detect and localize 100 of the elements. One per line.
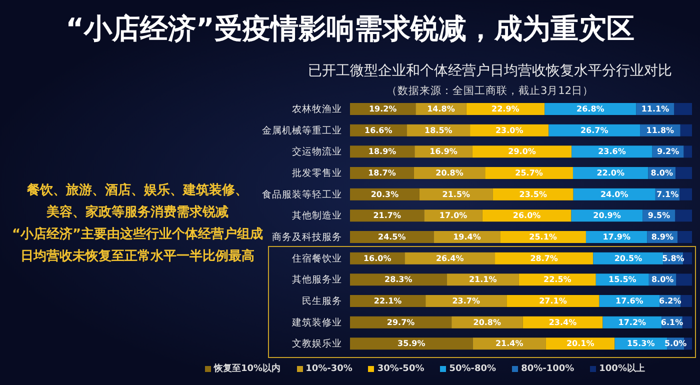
bar bbox=[485, 167, 573, 179]
data-label: 14.8% bbox=[427, 104, 455, 114]
data-label: 26.7% bbox=[580, 126, 608, 135]
legend-label: 50%-80% bbox=[448, 362, 496, 375]
data-label: 28.7% bbox=[530, 254, 558, 263]
bar bbox=[678, 231, 692, 243]
data-label: 21.1% bbox=[468, 275, 497, 284]
bar bbox=[676, 274, 692, 286]
y-tick-label: 其他服务业 bbox=[292, 274, 342, 286]
bar bbox=[446, 274, 519, 286]
data-label: 20.9% bbox=[593, 211, 621, 220]
data-label: 5.8% bbox=[662, 254, 684, 263]
data-label: 18.7% bbox=[368, 168, 396, 178]
y-tick-label: 食品服装等轻工业 bbox=[262, 188, 342, 200]
bar bbox=[350, 338, 473, 350]
bar bbox=[572, 146, 652, 158]
data-label: 9.2% bbox=[656, 147, 680, 156]
bar bbox=[472, 146, 572, 158]
data-label: 26.4% bbox=[436, 254, 464, 263]
bar bbox=[548, 124, 640, 136]
bar bbox=[350, 231, 434, 243]
data-label: 20.8% bbox=[473, 318, 502, 327]
data-label: 20.8% bbox=[436, 168, 464, 178]
data-label: 22.1% bbox=[374, 296, 402, 306]
y-tick-label: 民生服务 bbox=[302, 295, 342, 308]
y-tick-label: 住宿餐饮业 bbox=[292, 252, 342, 264]
bar bbox=[500, 231, 586, 243]
data-label: 26.8% bbox=[576, 104, 604, 114]
text: “小店经济”主要由这些行业个体经营户组成 bbox=[12, 227, 264, 242]
data-label: 23.6% bbox=[598, 147, 626, 156]
data-label: 23.5% bbox=[519, 190, 548, 199]
bar bbox=[680, 295, 692, 307]
bar bbox=[350, 295, 426, 307]
data-label: 23.7% bbox=[452, 296, 480, 306]
data-label: 27.1% bbox=[539, 296, 567, 306]
bar bbox=[495, 252, 594, 264]
data-label: 22.5% bbox=[544, 275, 572, 284]
legend-label: 10%-30% bbox=[304, 362, 352, 375]
data-label: 21.5% bbox=[442, 190, 470, 199]
data-label: 29.0% bbox=[508, 147, 536, 156]
bar bbox=[426, 295, 507, 307]
data-label: 19.2% bbox=[368, 104, 397, 114]
data-label: 17.6% bbox=[616, 296, 644, 306]
y-tick-label: 交运物流业 bbox=[292, 146, 342, 158]
y-tick-label: 商务及科技服务 bbox=[272, 231, 342, 244]
text: 日均营收未恢复至正常水平一半比例最高 bbox=[20, 248, 256, 266]
legend-label: 30%-50% bbox=[376, 362, 424, 375]
data-label: 11.1% bbox=[641, 104, 670, 114]
data-label: 5.0% bbox=[664, 339, 687, 348]
legend-label: 恢复至10%以内 bbox=[212, 362, 281, 375]
data-label: 15.5% bbox=[608, 275, 636, 284]
bar bbox=[683, 252, 692, 264]
y-tick-label: 批发零售业 bbox=[292, 167, 342, 180]
text: 餐饮、旅游、酒店、娱乐、建筑装修、 bbox=[27, 183, 248, 198]
data-label: 18.9% bbox=[368, 147, 396, 156]
data-label: 17.9% bbox=[602, 232, 630, 242]
bar bbox=[676, 167, 692, 179]
data-label: 8.9% bbox=[651, 232, 674, 242]
data-label: 17.2% bbox=[618, 318, 646, 327]
bar bbox=[680, 188, 692, 200]
data-label: 20.3% bbox=[370, 190, 399, 199]
data-label: 21.4% bbox=[495, 339, 524, 348]
bar bbox=[675, 210, 692, 222]
data-label: 7.1% bbox=[656, 190, 679, 199]
data-label: 6.2% bbox=[659, 296, 682, 306]
data-label: 22.0% bbox=[596, 168, 624, 178]
data-label: 6.1% bbox=[660, 318, 684, 327]
data-label: 29.7% bbox=[386, 318, 415, 327]
legend-label: 100%以上 bbox=[598, 362, 645, 375]
data-label: 22.9% bbox=[492, 104, 520, 114]
chart-subtitle: 已开工微型企业和个体经营户日均营收恢复水平分行业对比 bbox=[307, 62, 673, 80]
text: （数据来源：全国工商联，截止3月12日） bbox=[385, 84, 595, 98]
data-label: 15.3% bbox=[626, 339, 655, 348]
bar bbox=[674, 103, 692, 115]
data-label: 8.0% bbox=[650, 168, 673, 178]
chart-title: “小店经济”受疫情影响需求锐减，成为重灾区 bbox=[64, 11, 636, 47]
data-label: 9.5% bbox=[648, 211, 670, 220]
bar bbox=[492, 188, 574, 200]
data-label: 35.9% bbox=[398, 339, 426, 348]
bar bbox=[482, 210, 572, 222]
bar bbox=[682, 316, 692, 328]
bar bbox=[573, 188, 656, 200]
y-tick-label: 农林牧渔业 bbox=[292, 103, 342, 116]
y-tick-label: 建筑装修业 bbox=[291, 316, 342, 328]
data-label: 23.4% bbox=[548, 318, 577, 327]
data-label: 11.8% bbox=[646, 126, 674, 135]
bar bbox=[350, 274, 447, 286]
y-tick-label: 文教娱乐业 bbox=[292, 338, 342, 350]
y-tick-label: 金属机械等重工业 bbox=[262, 124, 342, 136]
data-label: 19.4% bbox=[453, 232, 481, 242]
bar bbox=[684, 146, 692, 158]
data-label: 28.3% bbox=[384, 275, 412, 284]
data-label: 26.0% bbox=[512, 211, 541, 220]
bar bbox=[518, 274, 596, 286]
data-label: 17.0% bbox=[439, 211, 468, 220]
data-label: 21.7% bbox=[373, 211, 401, 220]
bar bbox=[506, 295, 600, 307]
bar bbox=[522, 316, 603, 328]
data-label: 20.5% bbox=[614, 254, 642, 263]
bar bbox=[350, 316, 452, 328]
